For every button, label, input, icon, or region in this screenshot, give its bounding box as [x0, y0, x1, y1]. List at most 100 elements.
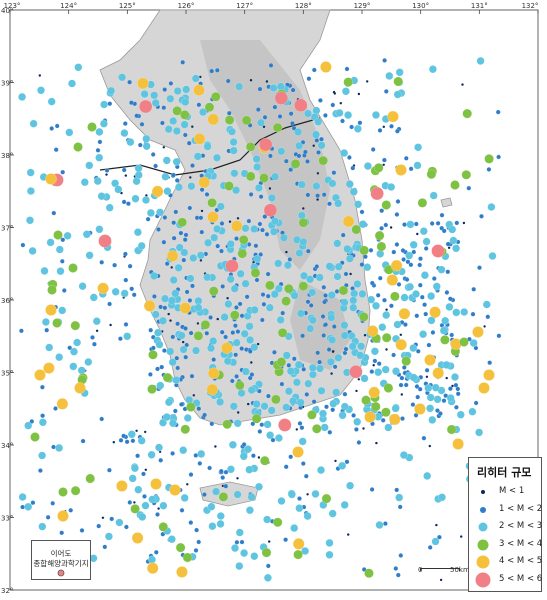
earthquake-point-m23: [155, 208, 164, 217]
earthquake-point-m12: [331, 170, 337, 176]
earthquake-point-m12: [53, 147, 59, 153]
earthquake-point-m23: [308, 370, 317, 379]
earthquake-point-m45: [150, 478, 162, 490]
earthquake-point-m12: [445, 241, 451, 247]
earthquake-point-m12: [182, 237, 188, 243]
earthquake-point-m23: [448, 225, 457, 234]
earthquake-point-m12: [383, 222, 389, 228]
earthquake-point-m1: [199, 75, 202, 79]
earthquake-point-m12: [201, 492, 207, 497]
earthquake-point-m23: [387, 182, 396, 191]
earthquake-point-m12: [315, 193, 320, 199]
earthquake-point-m12: [219, 248, 224, 254]
earthquake-point-m12: [172, 408, 178, 414]
earthquake-point-m12: [194, 527, 200, 533]
earthquake-point-m12: [247, 348, 253, 354]
earthquake-point-m12: [415, 394, 421, 400]
earthquake-point-m12: [123, 251, 128, 257]
earthquake-point-m23: [283, 261, 292, 270]
earthquake-point-m12: [314, 264, 320, 269]
earthquake-point-m23: [391, 404, 400, 413]
earthquake-point-m34: [172, 106, 182, 116]
earthquake-point-m12: [311, 67, 317, 73]
earthquake-point-m12: [197, 460, 203, 466]
earthquake-point-m23: [409, 373, 418, 382]
earthquake-point-m1: [382, 163, 385, 166]
earthquake-point-m23: [115, 518, 124, 527]
earthquake-point-m23: [327, 291, 336, 300]
earthquake-point-m1: [124, 174, 128, 177]
earthquake-point-m23: [332, 388, 341, 397]
earthquake-point-m23: [265, 303, 274, 312]
lat-tick-label: 35°: [1, 370, 13, 378]
earthquake-point-m23: [296, 398, 305, 407]
earthquake-point-m23: [28, 246, 37, 255]
earthquake-point-m23: [327, 313, 336, 322]
earthquake-point-m12: [319, 136, 324, 142]
earthquake-point-m34: [426, 169, 437, 180]
earthquake-point-m12: [214, 67, 220, 73]
earthquake-point-m12: [215, 243, 221, 249]
earthquake-point-m12: [161, 348, 167, 353]
earthquake-point-m12: [51, 210, 57, 216]
earthquake-point-m23: [476, 56, 485, 65]
earthquake-point-m12: [253, 243, 259, 249]
earthquake-point-m12: [343, 271, 349, 277]
earthquake-point-m12: [196, 102, 202, 108]
earthquake-point-m12: [305, 158, 310, 164]
earthquake-point-m23: [187, 182, 196, 191]
earthquake-point-m34: [193, 331, 204, 341]
earthquake-point-m23: [294, 127, 303, 136]
earthquake-point-m56: [431, 244, 445, 258]
earthquake-point-m12: [67, 345, 73, 351]
earthquake-point-m12: [199, 229, 205, 235]
earthquake-point-m23: [55, 245, 64, 254]
earthquake-point-m12: [211, 357, 217, 362]
earthquake-point-m12: [344, 66, 350, 72]
ieodo-marker: [57, 569, 65, 577]
earthquake-point-m1: [265, 80, 269, 83]
earthquake-point-m23: [148, 495, 157, 504]
earthquake-point-m23: [172, 126, 181, 135]
earthquake-point-m23: [203, 142, 212, 151]
earthquake-point-m12: [301, 366, 307, 372]
legend-swatch: [480, 506, 486, 513]
earthquake-point-m1: [186, 483, 189, 486]
earthquake-point-m23: [69, 347, 78, 356]
earthquake-point-m12: [183, 325, 188, 331]
lon-tick-label: 125°: [119, 2, 136, 10]
earthquake-point-m1: [196, 322, 200, 325]
earthquake-point-m12: [226, 110, 232, 116]
earthquake-point-m12: [403, 155, 409, 161]
earthquake-point-m1: [349, 272, 352, 276]
earthquake-point-m12: [495, 109, 501, 115]
earthquake-point-m12: [350, 165, 356, 171]
earthquake-point-m12: [349, 124, 354, 130]
earthquake-point-m23: [230, 544, 239, 553]
earthquake-point-m23: [460, 308, 469, 317]
earthquake-point-m12: [422, 302, 427, 308]
earthquake-point-m23: [226, 239, 235, 248]
earthquake-point-m12: [299, 425, 305, 431]
earthquake-point-m34: [450, 180, 460, 190]
earthquake-point-m34: [162, 372, 173, 383]
earthquake-point-m12: [234, 539, 240, 545]
earthquake-point-m12: [417, 386, 423, 392]
earthquake-point-m12: [187, 297, 193, 303]
earthquake-point-m23: [374, 368, 383, 377]
earthquake-point-m1: [461, 83, 464, 86]
earthquake-point-m23: [267, 406, 276, 415]
earthquake-point-m34: [283, 283, 294, 294]
earthquake-point-m23: [375, 521, 384, 530]
earthquake-point-m23: [317, 466, 326, 475]
earthquake-point-m1: [399, 333, 402, 336]
earthquake-point-m23: [308, 363, 317, 372]
earthquake-point-m23: [92, 317, 101, 326]
earthquake-point-m12: [344, 459, 350, 465]
earthquake-point-m23: [77, 366, 86, 375]
earthquake-point-m12: [320, 314, 326, 319]
earthquake-point-m34: [290, 158, 301, 169]
earthquake-point-m23: [130, 464, 139, 473]
earthquake-point-m23: [428, 415, 437, 424]
earthquake-point-m23: [133, 228, 142, 237]
